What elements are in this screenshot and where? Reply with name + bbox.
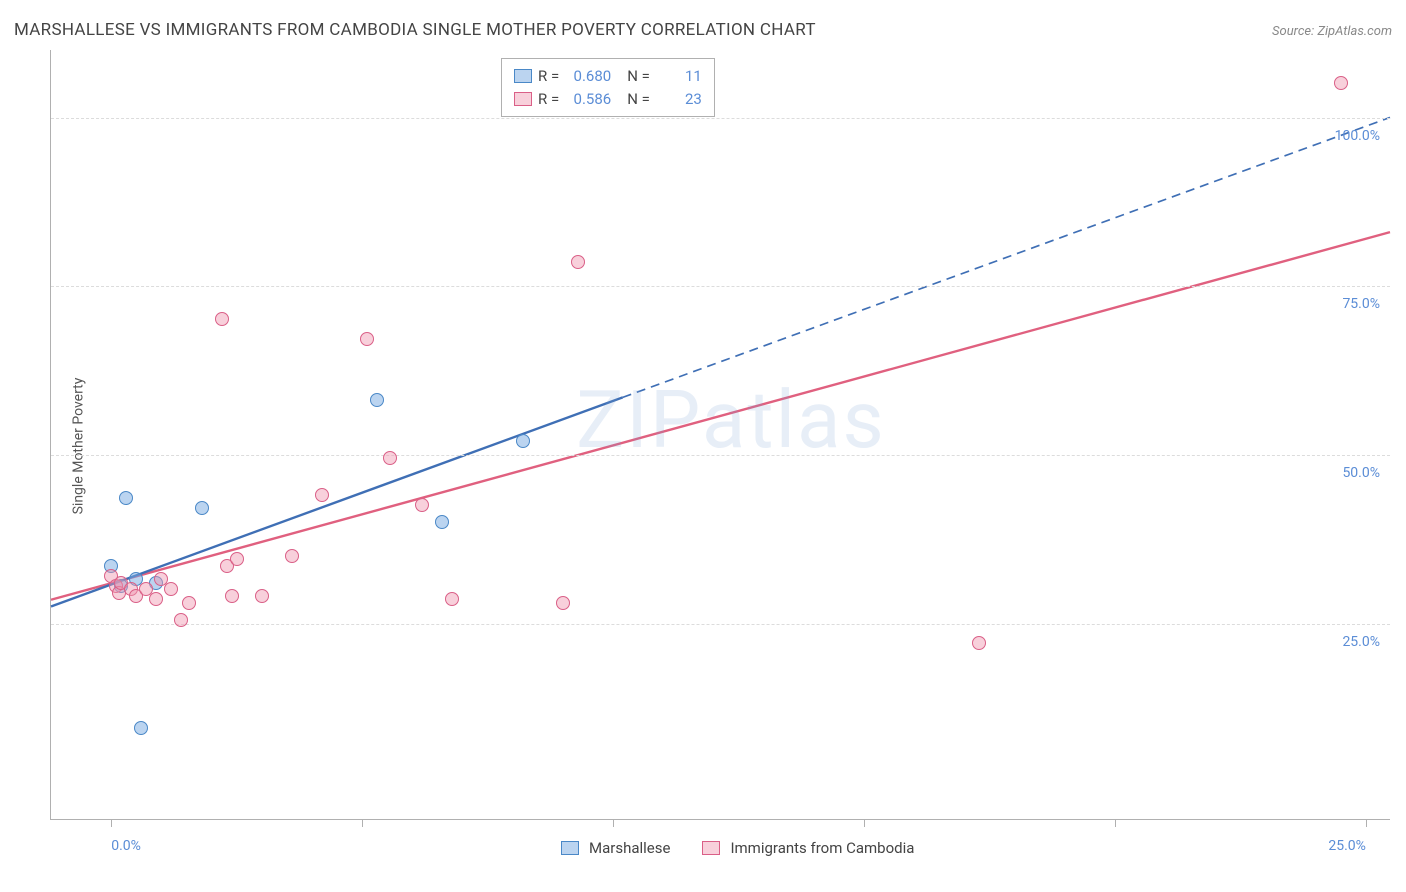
legend-swatch [561,841,579,855]
legend-row-cambodia: R = 0.586 N = 23 [514,88,702,111]
legend-n-value: 11 [656,65,702,88]
series-legend: Marshallese Immigrants from Cambodia [561,839,936,857]
y-tick-label: 100.0% [1335,128,1380,144]
data-point-cambodia [383,451,397,465]
data-point-marshallese [119,491,133,505]
data-point-cambodia [215,312,229,326]
legend-r-value: 0.586 [565,88,611,111]
data-point-marshallese [195,501,209,515]
x-tick-mark [362,819,363,827]
title-row: MARSHALLESE VS IMMIGRANTS FROM CAMBODIA … [14,20,1392,40]
source-name: ZipAtlas.com [1317,24,1392,39]
data-point-marshallese [516,434,530,448]
data-point-cambodia [445,592,459,606]
y-tick-label: 25.0% [1342,634,1380,650]
y-tick-label: 50.0% [1342,465,1380,481]
x-tick-label: 0.0% [111,838,141,854]
legend-r-label: R = [538,65,559,88]
legend-row-marshallese: R = 0.680 N = 11 [514,65,702,88]
data-point-cambodia [149,592,163,606]
gridline-h [51,286,1390,287]
x-tick-mark [111,819,112,827]
data-point-cambodia [230,552,244,566]
legend-r-value: 0.680 [565,65,611,88]
data-point-marshallese [370,393,384,407]
data-point-cambodia [972,636,986,650]
data-point-cambodia [182,596,196,610]
legend-r-label: R = [538,88,559,111]
trend-lines-layer [51,50,1390,819]
legend-swatch [702,841,720,855]
gridline-h [51,118,1390,119]
chart-container: MARSHALLESE VS IMMIGRANTS FROM CAMBODIA … [0,0,1406,892]
legend-swatch [514,92,532,106]
correlation-legend: R = 0.680 N = 11 R = 0.586 N = 23 [501,58,715,117]
data-point-cambodia [225,589,239,603]
data-point-marshallese [435,515,449,529]
source-prefix: Source: [1272,24,1317,39]
data-point-cambodia [255,589,269,603]
legend-n-label: N = [627,88,650,111]
data-point-cambodia [174,613,188,627]
x-tick-label: 25.0% [1328,838,1366,854]
plot-area: 25.0%50.0%75.0%100.0%0.0%25.0%ZIPatlasR … [50,50,1390,820]
legend-series-label: Marshallese [589,839,670,857]
data-point-cambodia [285,549,299,563]
chart-title: MARSHALLESE VS IMMIGRANTS FROM CAMBODIA … [14,20,816,40]
data-point-cambodia [415,498,429,512]
legend-series-label: Immigrants from Cambodia [730,839,914,857]
y-tick-label: 75.0% [1342,296,1380,312]
source-attribution: Source: ZipAtlas.com [1272,24,1392,39]
data-point-cambodia [571,255,585,269]
x-tick-mark [1115,819,1116,827]
data-point-marshallese [134,721,148,735]
x-tick-mark [1366,819,1367,827]
trendline-dashed-marshallese [623,117,1390,397]
gridline-h [51,624,1390,625]
gridline-h [51,455,1390,456]
data-point-cambodia [556,596,570,610]
legend-n-label: N = [627,65,650,88]
x-tick-mark [864,819,865,827]
legend-swatch [514,69,532,83]
data-point-cambodia [1334,76,1348,90]
data-point-cambodia [315,488,329,502]
x-tick-mark [613,819,614,827]
data-point-cambodia [164,582,178,596]
data-point-cambodia [360,332,374,346]
legend-n-value: 23 [656,88,702,111]
